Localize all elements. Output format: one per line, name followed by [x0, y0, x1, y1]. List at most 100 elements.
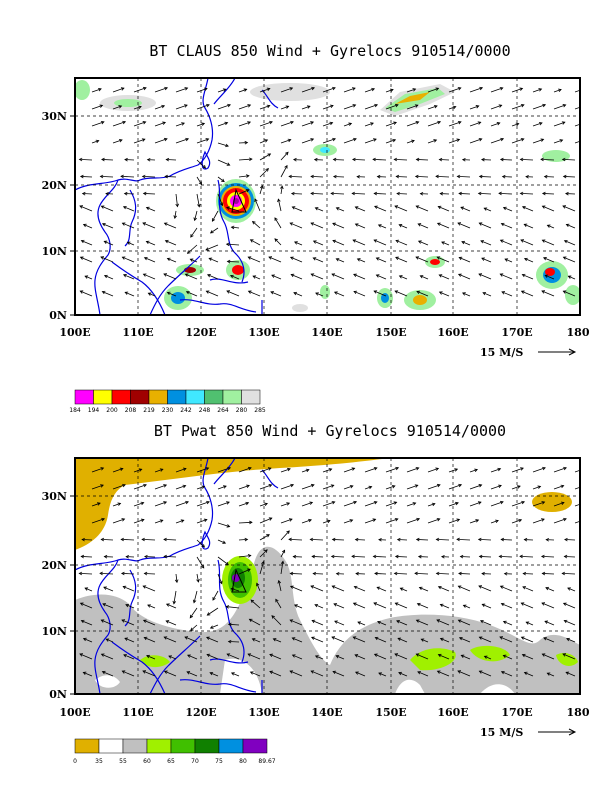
wind-vector-head	[414, 571, 418, 576]
wind-vector	[458, 273, 471, 280]
wind-vector-head	[197, 203, 201, 208]
wind-vector-head	[226, 162, 231, 166]
wind-vector	[458, 585, 471, 592]
wind-vector	[315, 292, 324, 297]
wind-vector	[385, 89, 394, 93]
panel1-reference-vector-label: 15 M/S	[480, 346, 523, 359]
panel1-gyre-track	[231, 188, 247, 213]
wind-vector	[374, 653, 387, 660]
wind-vector	[254, 198, 261, 212]
wind-vector-head	[261, 560, 265, 565]
wind-vector-head	[206, 653, 211, 658]
wind-vector-head	[436, 619, 441, 623]
wind-vector-head	[249, 671, 254, 675]
wind-vector	[133, 519, 145, 524]
wind-vector	[553, 467, 567, 473]
wind-vector-head	[498, 484, 502, 488]
wind-vector	[484, 207, 492, 212]
wind-vector	[373, 290, 387, 297]
wind-vector	[196, 88, 208, 93]
wind-vector-head	[356, 174, 360, 179]
wind-vector	[112, 139, 123, 144]
wind-vector	[574, 486, 580, 490]
wind-vector-head	[478, 174, 483, 179]
wind-vector-head	[162, 121, 167, 125]
wind-vector	[385, 518, 398, 524]
wind-vector	[310, 222, 324, 229]
wind-vector-head	[399, 587, 404, 591]
wind-vector-head	[371, 87, 376, 92]
wind-vector-head	[79, 256, 84, 260]
wind-vector	[398, 672, 408, 677]
wind-vector	[457, 538, 471, 541]
wind-vector	[184, 636, 198, 643]
wind-vector	[484, 655, 492, 660]
wind-vector-head	[541, 191, 546, 196]
wind-vector-head	[122, 483, 126, 488]
wind-vector	[301, 138, 314, 144]
wind-vector	[520, 239, 534, 246]
wind-vector-head	[565, 191, 569, 196]
wind-vector-head	[79, 290, 84, 294]
wind-vector-head	[482, 291, 487, 296]
wind-vector-head	[247, 568, 251, 572]
wind-vector-head	[84, 587, 89, 591]
wind-vector	[501, 291, 513, 297]
wind-vector-head	[415, 157, 420, 162]
wind-vector	[238, 175, 249, 178]
wind-vector	[357, 258, 366, 263]
wind-vector-head	[81, 537, 85, 542]
wind-vector	[532, 518, 545, 524]
wind-vector-head	[377, 620, 381, 625]
wind-vector-head	[164, 174, 168, 179]
wind-vector-head	[143, 483, 147, 488]
wind-vector-head	[259, 185, 264, 189]
wind-vector	[133, 484, 147, 490]
wind-vector	[291, 193, 303, 195]
wind-vector	[259, 561, 265, 575]
wind-vector	[441, 241, 450, 246]
wind-vector	[210, 227, 219, 234]
panel1-reference-vector-arrow	[538, 348, 577, 356]
wind-vector-head	[395, 174, 400, 179]
colorbar-swatch	[74, 738, 100, 754]
wind-vector-head	[499, 239, 504, 243]
wind-vector-head	[288, 174, 292, 179]
wind-vector-head	[357, 621, 362, 625]
wind-vector	[542, 653, 555, 660]
wind-vector-head	[244, 140, 249, 145]
wind-vector	[91, 502, 101, 507]
wind-vector-head	[332, 86, 336, 91]
wind-vector-head	[456, 174, 461, 179]
wind-vector	[374, 573, 387, 575]
wind-vector	[458, 573, 471, 575]
wind-vector	[490, 468, 501, 473]
wind-vector-head	[584, 121, 587, 124]
wind-vector	[478, 538, 492, 541]
wind-vector-head	[354, 654, 359, 658]
panel2-xtick-0: 100E	[59, 706, 90, 719]
wind-vector	[364, 104, 378, 110]
wind-vector-head	[245, 501, 250, 506]
wind-vector	[438, 654, 450, 660]
wind-vector-head	[247, 121, 252, 125]
wind-vector	[142, 538, 156, 541]
wind-vector	[334, 620, 345, 626]
wind-vector	[280, 139, 291, 144]
wind-vector	[301, 87, 315, 93]
wind-vector-head	[501, 291, 506, 295]
wind-vector-head	[159, 468, 164, 472]
wind-vector-head	[122, 585, 127, 590]
wind-vector-head	[354, 223, 359, 227]
wind-vector	[479, 556, 492, 558]
wind-vector	[311, 193, 324, 195]
wind-vector-head	[252, 275, 257, 279]
wind-vector-head	[99, 571, 103, 576]
wind-vector-head	[275, 598, 279, 603]
wind-vector-head	[166, 257, 171, 262]
wind-vector-head	[500, 500, 504, 505]
wind-vector-head	[376, 586, 381, 590]
wind-vector	[142, 175, 156, 178]
wind-vector	[397, 637, 408, 643]
wind-vector	[259, 168, 269, 178]
